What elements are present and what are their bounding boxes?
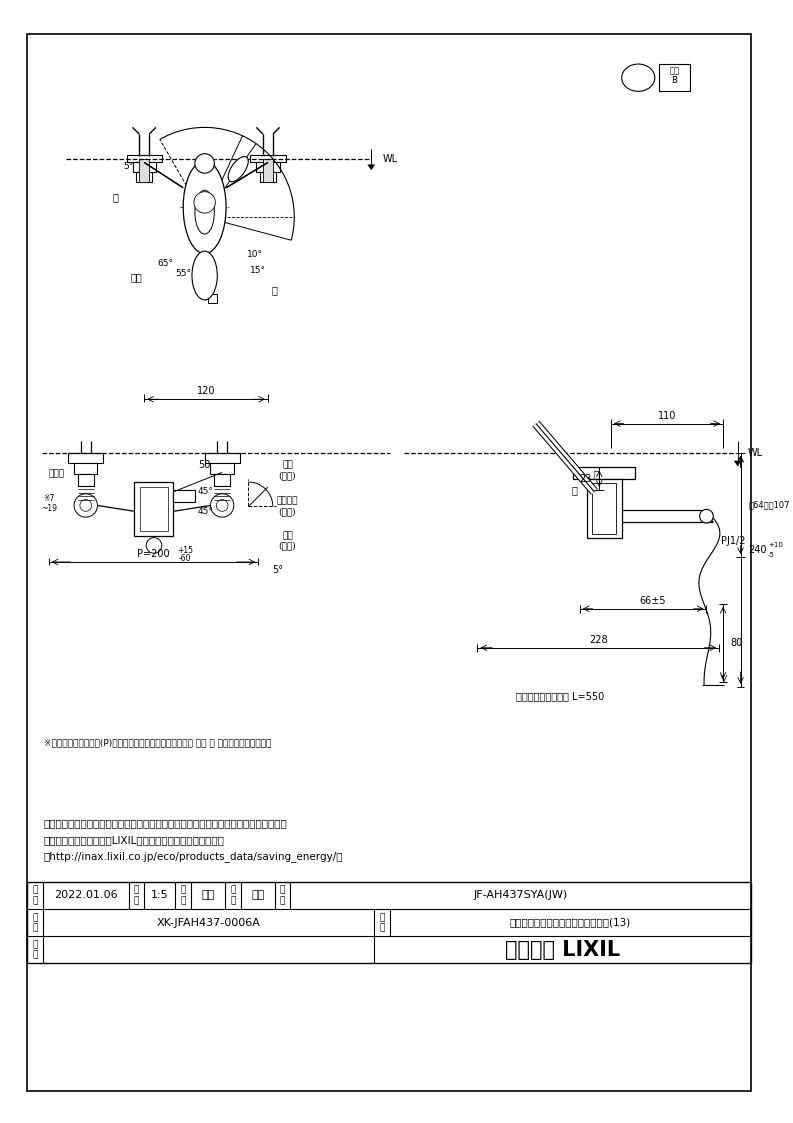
- Circle shape: [216, 500, 228, 511]
- Text: 図
番: 図 番: [33, 913, 38, 932]
- Bar: [140, 487, 167, 531]
- Bar: [127, 155, 162, 163]
- Bar: [659, 64, 690, 91]
- Ellipse shape: [622, 64, 655, 91]
- Text: 66±5: 66±5: [640, 596, 666, 606]
- Text: 石川: 石川: [201, 891, 215, 901]
- Bar: [260, 172, 276, 182]
- Text: WL: WL: [747, 448, 763, 458]
- Ellipse shape: [192, 252, 217, 300]
- Text: ※7
~19: ※7 ~19: [40, 494, 57, 513]
- Bar: [78, 474, 94, 486]
- Text: 15°: 15°: [251, 266, 266, 275]
- Bar: [592, 483, 616, 533]
- Text: JF-AH437SYA(JW): JF-AH437SYA(JW): [473, 891, 568, 901]
- Text: 取付脚: 取付脚: [48, 469, 65, 478]
- Text: 45°: 45°: [197, 487, 213, 496]
- Bar: [263, 158, 273, 182]
- Text: 45°: 45°: [197, 506, 213, 515]
- Bar: [251, 155, 285, 163]
- Text: 開: 開: [572, 485, 578, 495]
- Text: 株式会社 LIXIL: 株式会社 LIXIL: [505, 940, 620, 960]
- Text: -60: -60: [179, 554, 191, 563]
- Bar: [256, 163, 280, 172]
- Text: 5°: 5°: [124, 162, 134, 171]
- Bar: [135, 482, 174, 536]
- Text: （http://inax.lixil.co.jp/eco/products_data/saving_energy/）: （http://inax.lixil.co.jp/eco/products_da…: [44, 851, 343, 861]
- Text: 240: 240: [749, 546, 767, 555]
- Text: 品
番: 品 番: [280, 886, 285, 905]
- Text: ※印寸法は配管ピッチ(P)が最大～最小の場合を（標準寸法 黙示 小 大）で示しています。: ※印寸法は配管ピッチ(P)が最大～最小の場合を（標準寸法 黙示 小 大）で示して…: [44, 739, 271, 748]
- Text: 10°: 10°: [247, 249, 263, 258]
- Text: 55°: 55°: [175, 270, 191, 279]
- Ellipse shape: [194, 192, 216, 213]
- Bar: [27, 882, 751, 964]
- Circle shape: [699, 510, 713, 523]
- Text: +10: +10: [768, 542, 783, 548]
- Bar: [74, 463, 98, 474]
- Circle shape: [80, 500, 92, 511]
- Text: 65°: 65°: [158, 259, 174, 268]
- Text: 節湐
B: 節湐 B: [669, 66, 680, 85]
- Text: -5: -5: [768, 553, 775, 558]
- Polygon shape: [367, 164, 375, 171]
- Text: 日
付: 日 付: [33, 886, 38, 905]
- Circle shape: [195, 154, 214, 173]
- Text: 備
考: 備 考: [33, 940, 38, 959]
- Text: PJ1/2: PJ1/2: [721, 536, 745, 546]
- Text: 110: 110: [658, 411, 676, 421]
- Text: WL: WL: [383, 154, 398, 164]
- Bar: [140, 158, 149, 182]
- Text: 浄水器内蔵シングルレバー混合水栃(13): 浄水器内蔵シングルレバー混合水栃(13): [510, 917, 631, 928]
- Bar: [214, 474, 230, 486]
- Text: 節温
C1: 節温 C1: [633, 66, 644, 85]
- Circle shape: [146, 538, 162, 554]
- Text: シャワー
(原水): シャワー (原水): [277, 496, 298, 517]
- Text: 前64～後107: 前64～後107: [749, 501, 790, 510]
- Text: 120: 120: [197, 386, 216, 396]
- Text: 50: 50: [198, 459, 211, 469]
- Text: 228: 228: [589, 634, 607, 645]
- Bar: [132, 163, 156, 172]
- Text: 製
図: 製 図: [181, 886, 186, 905]
- Text: 水: 水: [272, 285, 278, 295]
- Bar: [587, 480, 622, 538]
- Text: 尺
度: 尺 度: [134, 886, 139, 905]
- Bar: [68, 453, 103, 463]
- Circle shape: [210, 494, 234, 518]
- Bar: [208, 294, 217, 303]
- Text: 80: 80: [731, 638, 743, 648]
- Ellipse shape: [228, 156, 248, 182]
- Polygon shape: [734, 460, 741, 466]
- Text: 23: 23: [579, 474, 592, 484]
- Text: 整流
(原水): 整流 (原水): [278, 460, 297, 481]
- Text: P=200: P=200: [136, 549, 169, 559]
- Circle shape: [74, 494, 98, 518]
- Text: ホース引き出し長さ L=550: ホース引き出し長さ L=550: [516, 692, 604, 702]
- Text: 磯崎: 磯崎: [251, 891, 264, 901]
- Text: XK-JFAH437-0006A: XK-JFAH437-0006A: [156, 917, 260, 928]
- Text: 混合: 混合: [131, 273, 142, 283]
- Bar: [174, 490, 195, 502]
- Bar: [205, 453, 239, 463]
- Text: ・流量調節栃は取付脚に付いています。取替えの際は、取付脚ごと交換してください。: ・流量調節栃は取付脚に付いています。取替えの際は、取付脚ごと交換してください。: [44, 819, 288, 828]
- Bar: [136, 172, 152, 182]
- Text: 閉: 閉: [593, 469, 600, 480]
- Text: 整流
(浄水): 整流 (浄水): [278, 531, 297, 550]
- Bar: [573, 467, 635, 480]
- Text: +15: +15: [177, 546, 193, 555]
- Text: 1:5: 1:5: [151, 891, 169, 901]
- Ellipse shape: [183, 161, 226, 254]
- Text: ・節湐記号については、LIXILホームページを参照ください。: ・節湐記号については、LIXILホームページを参照ください。: [44, 834, 224, 844]
- Ellipse shape: [195, 190, 214, 234]
- Text: 品
名: 品 名: [379, 913, 385, 932]
- Text: 5°: 5°: [272, 565, 283, 575]
- Text: 2022.01.06: 2022.01.06: [54, 891, 117, 901]
- Text: 検
図: 検 図: [230, 886, 236, 905]
- Text: 湯: 湯: [112, 192, 118, 202]
- Bar: [210, 463, 234, 474]
